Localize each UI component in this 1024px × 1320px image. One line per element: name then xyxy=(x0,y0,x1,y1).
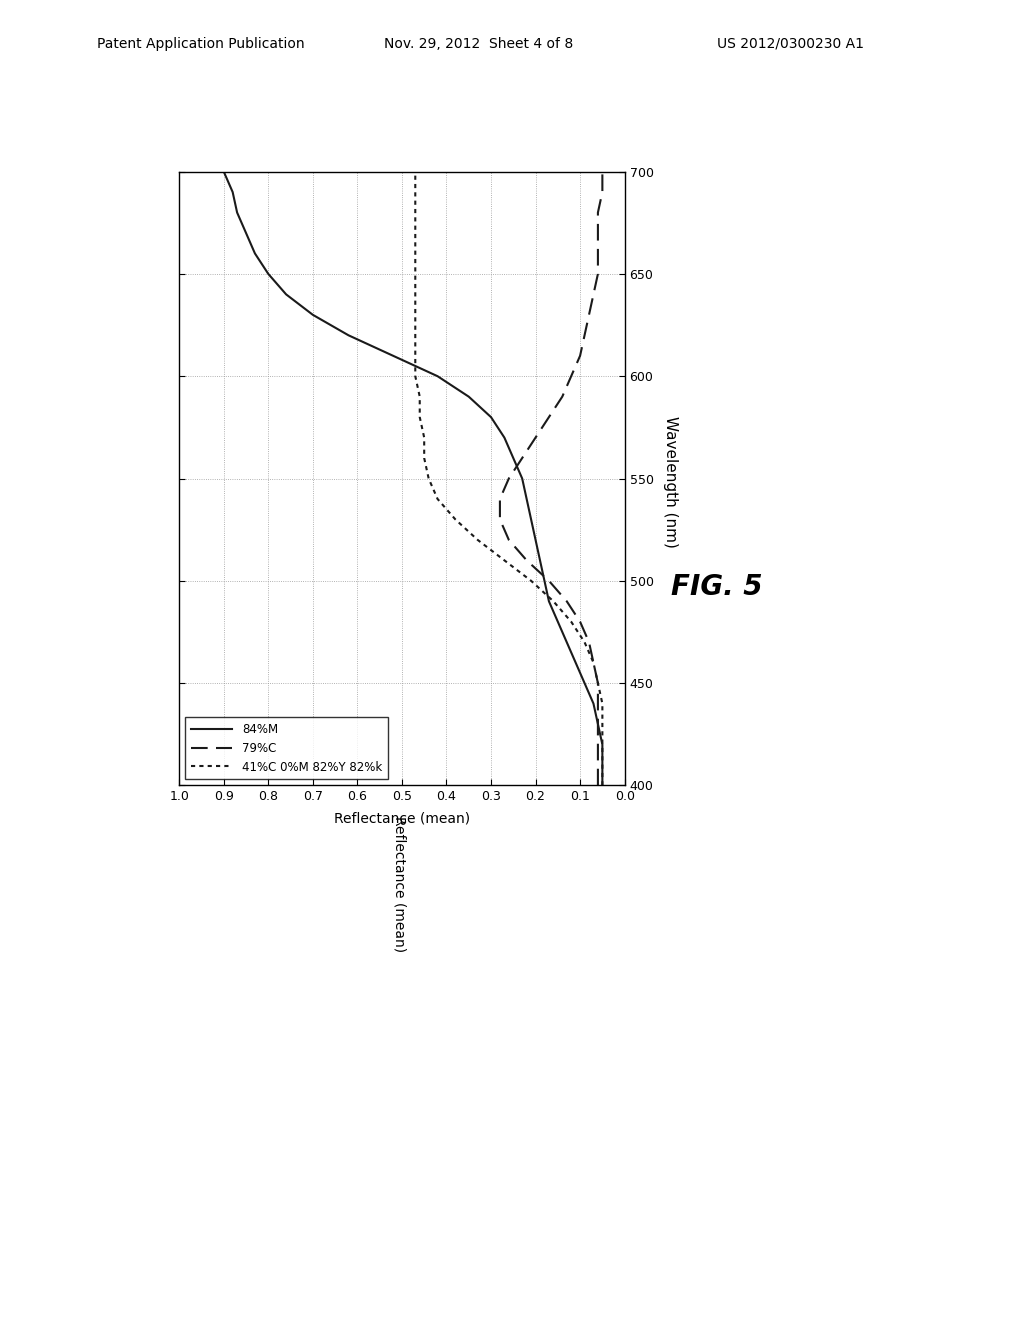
Text: Patent Application Publication: Patent Application Publication xyxy=(97,37,305,50)
Legend: 84%M, 79%C, 41%C 0%M 82%Y 82%k: 84%M, 79%C, 41%C 0%M 82%Y 82%k xyxy=(185,717,388,780)
Text: Wavelength (nm): Wavelength (nm) xyxy=(664,416,678,548)
Text: US 2012/0300230 A1: US 2012/0300230 A1 xyxy=(717,37,864,50)
Text: Reflectance (mean): Reflectance (mean) xyxy=(392,816,407,953)
Text: Nov. 29, 2012  Sheet 4 of 8: Nov. 29, 2012 Sheet 4 of 8 xyxy=(384,37,573,50)
Text: FIG. 5: FIG. 5 xyxy=(671,573,763,602)
X-axis label: Reflectance (mean): Reflectance (mean) xyxy=(334,812,470,825)
